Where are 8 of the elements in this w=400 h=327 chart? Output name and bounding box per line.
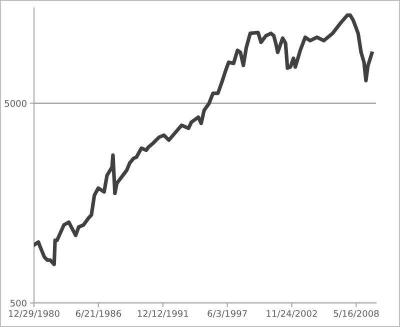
y-tick-label: 5000 [4, 100, 26, 107]
x-tick-label: 11/24/2002 [266, 310, 317, 318]
x-tick-label: 6/3/1997 [208, 310, 247, 318]
x-tick-label: 5/16/2008 [334, 310, 379, 318]
x-tick-label: 12/29/1980 [8, 310, 60, 318]
y-tick-label: 500 [10, 300, 26, 307]
x-tick-label: 12/12/1991 [138, 310, 188, 318]
x-tick-label: 6/21/1986 [76, 310, 122, 318]
